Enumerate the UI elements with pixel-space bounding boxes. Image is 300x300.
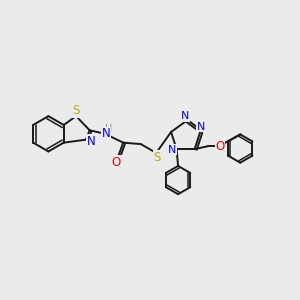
Text: N: N: [181, 111, 189, 121]
Text: H: H: [105, 124, 112, 134]
Text: N: N: [196, 122, 205, 132]
Text: N: N: [102, 127, 110, 140]
Text: S: S: [153, 151, 161, 164]
Text: O: O: [215, 140, 225, 153]
Text: N: N: [87, 135, 95, 148]
Text: O: O: [112, 156, 121, 169]
Text: N: N: [168, 145, 176, 155]
Text: S: S: [72, 104, 80, 117]
